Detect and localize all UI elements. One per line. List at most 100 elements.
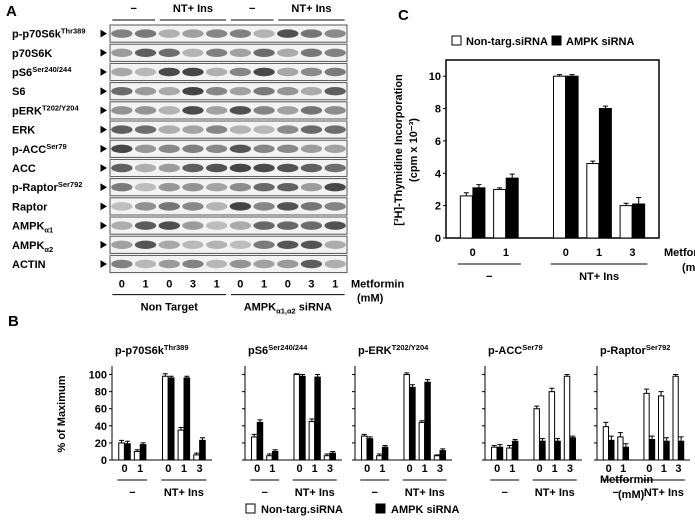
x-tick-label: 0 (165, 463, 171, 475)
blot-frame (109, 178, 348, 197)
blot-band (277, 240, 299, 250)
blot-band (253, 48, 275, 58)
blot-band (277, 144, 299, 154)
x-tick-label: 1 (661, 463, 667, 475)
blot-band (253, 144, 275, 154)
bar (554, 440, 561, 461)
group-label: − (486, 271, 492, 283)
bar (329, 452, 336, 461)
bar (167, 377, 175, 461)
blot-band (324, 182, 346, 192)
blot-band (300, 144, 323, 154)
bar (314, 376, 321, 461)
bar (323, 455, 331, 461)
arrowhead (100, 87, 107, 96)
blot-label: p70S6K (12, 48, 52, 60)
error-bar (555, 438, 561, 442)
blot-band (134, 67, 157, 77)
blot-band (111, 67, 133, 77)
y-tick-label: 0 (435, 233, 441, 245)
plot-frame (445, 59, 660, 239)
bar (376, 455, 383, 461)
blot-band (300, 221, 323, 230)
text-part: AMPK (12, 221, 44, 233)
text-part: p-Raptor (12, 182, 59, 194)
text-part: T202/Y204 (392, 343, 430, 352)
legend-swatch (375, 503, 386, 514)
lane-dose: 1 (142, 279, 148, 291)
text-part: ERK (12, 125, 35, 137)
error-bar (299, 374, 305, 377)
blot-band (134, 202, 157, 211)
blot-band (324, 86, 346, 96)
error-bar (119, 439, 125, 443)
y-unit: (cpm x 10⁻³) (408, 118, 420, 182)
blot-band (111, 48, 133, 58)
blot-label: p-ACCSer79 (12, 142, 67, 156)
x-unit: (mM) (618, 489, 645, 501)
error-bar (404, 372, 410, 375)
chart-title: p-ACCSer79 (488, 343, 543, 357)
group-label: NT+ Ins (644, 487, 684, 499)
bar (133, 450, 141, 461)
blot-band (229, 86, 252, 96)
error-bar (506, 444, 512, 449)
bar (266, 455, 273, 461)
error-bar (315, 374, 321, 378)
y-tick-label: 60 (95, 404, 107, 416)
y-tick-label: 4 (435, 168, 442, 180)
blot-band (324, 48, 346, 58)
error-bar (140, 442, 146, 445)
bar (619, 205, 633, 239)
error-bar (602, 105, 608, 109)
arrowhead (100, 48, 107, 57)
error-bar (309, 418, 315, 422)
text-part: pS6 (12, 67, 32, 79)
error-bar (569, 74, 575, 77)
blot-band (253, 182, 275, 192)
error-bar (590, 160, 596, 164)
blot-band (111, 144, 133, 154)
x-tick-label: 1 (552, 463, 558, 475)
blot-band (134, 144, 157, 154)
x-tick-label: 3 (629, 247, 635, 259)
blot-band (300, 106, 323, 115)
x-tick-label: 0 (606, 463, 612, 475)
blot-band (324, 202, 346, 211)
blot-band (253, 240, 275, 250)
error-bar (361, 433, 367, 437)
error-bar (434, 454, 440, 456)
lane-dose: 0 (119, 279, 125, 291)
text-part: p-ACC (12, 144, 46, 156)
x-tick-label: 1 (503, 247, 509, 259)
blot-band (324, 106, 346, 115)
arrowhead (100, 164, 107, 172)
error-bar (440, 448, 446, 451)
lane-dose: 3 (190, 279, 196, 291)
blot-band (205, 125, 228, 134)
error-bar (623, 202, 629, 206)
bar (506, 447, 513, 461)
blot-band (277, 125, 299, 134)
blot-band (205, 48, 228, 58)
legend-label: AMPK siRNA (566, 36, 635, 48)
blot-band (134, 259, 157, 269)
blot-band (300, 182, 323, 192)
blot-band (277, 221, 299, 230)
blot-band (182, 29, 204, 38)
blot-band (134, 240, 157, 250)
error-bar (178, 427, 184, 431)
x-tick-label: 0 (254, 463, 260, 475)
blot-band (158, 106, 180, 115)
blot-band (158, 86, 180, 96)
x-tick-label: 1 (137, 463, 143, 475)
x-tick-label: 1 (422, 463, 428, 475)
blot-band (205, 144, 228, 154)
blot-band (300, 48, 323, 58)
text-part: S6 (12, 86, 25, 98)
blot-band (158, 29, 180, 38)
blot-band (277, 67, 299, 77)
text-part: Ser240/244 (32, 65, 72, 74)
error-bar (330, 450, 336, 454)
group-label: Non Target (141, 302, 199, 314)
